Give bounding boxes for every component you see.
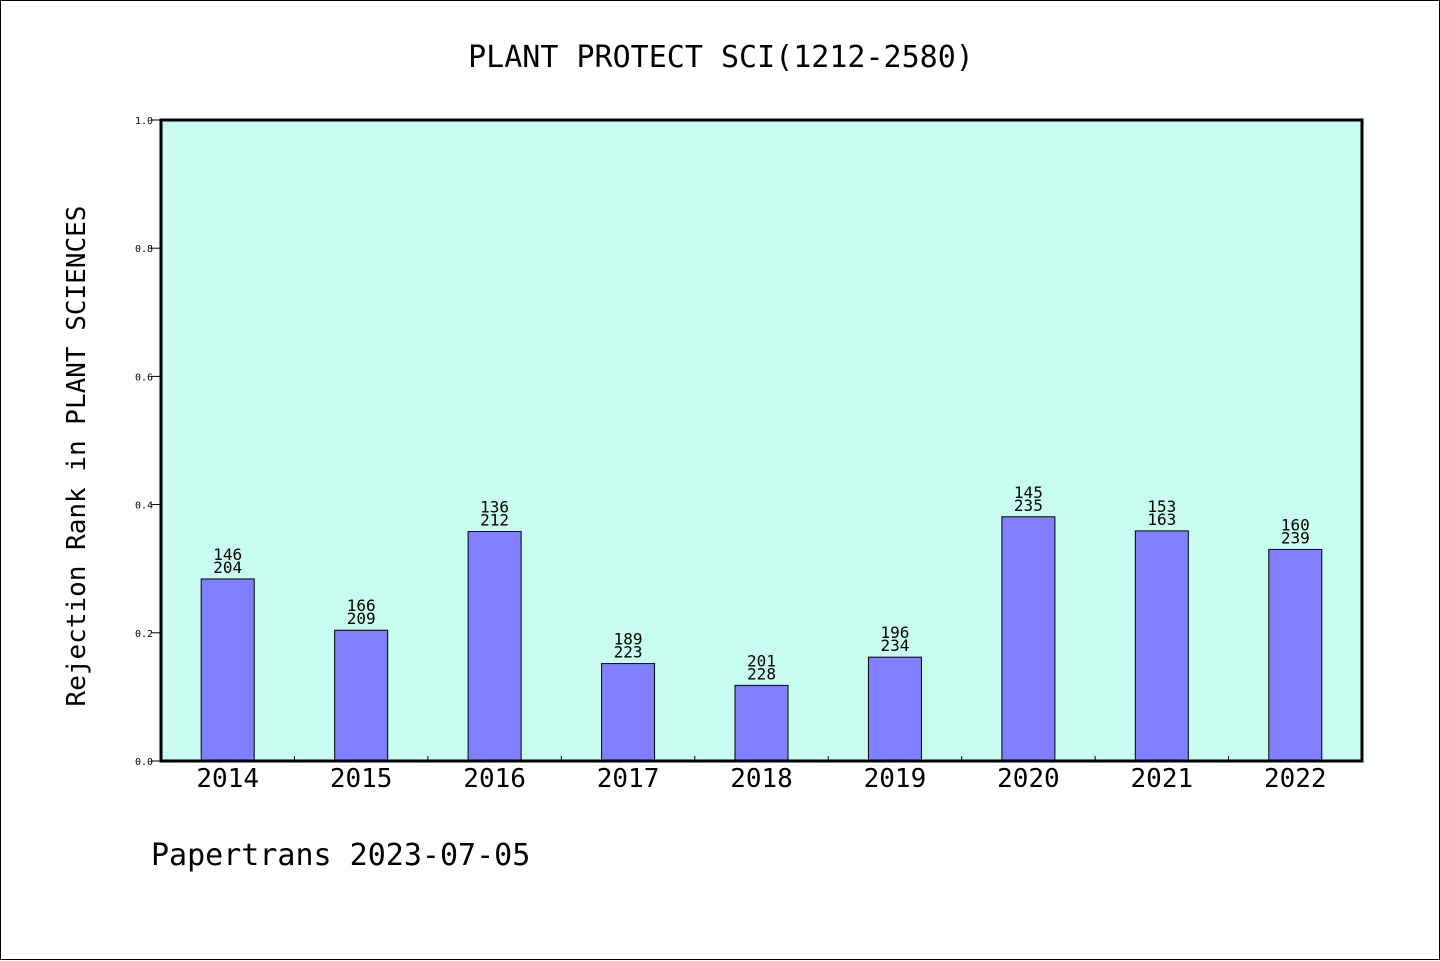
bar-label-bottom: 163	[1147, 510, 1176, 529]
bar-label-top: 153	[1147, 497, 1176, 516]
bar	[734, 684, 789, 762]
x-tick-label: 2020	[997, 764, 1060, 794]
y-tick-label: 0.4	[135, 501, 153, 512]
x-tick-label: 2016	[463, 764, 526, 794]
bar-label-bottom: 223	[614, 643, 643, 662]
bar-label-top: 166	[347, 596, 376, 615]
bar	[1001, 516, 1056, 762]
bar-label-top: 146	[213, 545, 242, 564]
x-tick-label: 2018	[730, 764, 793, 794]
y-axis-label: Rejection Rank in PLANT SCIENCES	[62, 206, 92, 707]
bar-label-bottom: 204	[213, 558, 242, 577]
plot-border	[159, 118, 1364, 763]
bar-label-bottom: 212	[480, 511, 509, 530]
x-tick-label: 2019	[864, 764, 927, 794]
bar	[601, 663, 656, 762]
bar	[200, 578, 255, 762]
y-axis-ticks: 0.0 0.2 0.4 0.6 0.8 1.0	[135, 116, 161, 768]
bar-label-top: 189	[614, 630, 643, 649]
y-tick-label: 1.0	[135, 116, 153, 127]
x-tick-label: 2017	[597, 764, 660, 794]
bar-label-bottom: 228	[747, 664, 776, 683]
x-axis-ticks: 2014 2015 2016 2017 2018 2019 2020 2021 2022	[196, 756, 1327, 794]
x-tick-label: 2022	[1264, 764, 1327, 794]
x-tick-label: 2014	[196, 764, 259, 794]
bar-label-top: 136	[480, 498, 509, 517]
x-tick-label: 2015	[330, 764, 393, 794]
bars-group	[200, 516, 1323, 762]
y-tick-label: 0.2	[135, 629, 153, 640]
y-tick-label: 0.6	[135, 372, 153, 383]
bar	[467, 531, 522, 762]
bar-label-top: 160	[1281, 515, 1310, 534]
bar-label-top: 196	[880, 623, 909, 642]
bar-label-top: 201	[747, 651, 776, 670]
bar	[334, 629, 389, 762]
y-tick-label: 0.0	[135, 757, 153, 768]
bar-label-top: 145	[1014, 483, 1043, 502]
bar	[867, 656, 922, 762]
bar-label-bottom: 235	[1014, 496, 1043, 515]
x-tick-label: 2021	[1131, 764, 1194, 794]
bar-label-bottom: 239	[1281, 528, 1310, 547]
bar-label-bottom: 234	[880, 636, 909, 655]
footer-text: Papertrans 2023-07-05	[151, 838, 530, 873]
y-tick-label: 0.8	[135, 244, 153, 255]
bar	[1134, 530, 1189, 762]
chart-title: PLANT PROTECT SCI(1212-2580)	[468, 40, 974, 75]
bar-label-bottom: 209	[347, 609, 376, 628]
bar	[1268, 548, 1323, 762]
